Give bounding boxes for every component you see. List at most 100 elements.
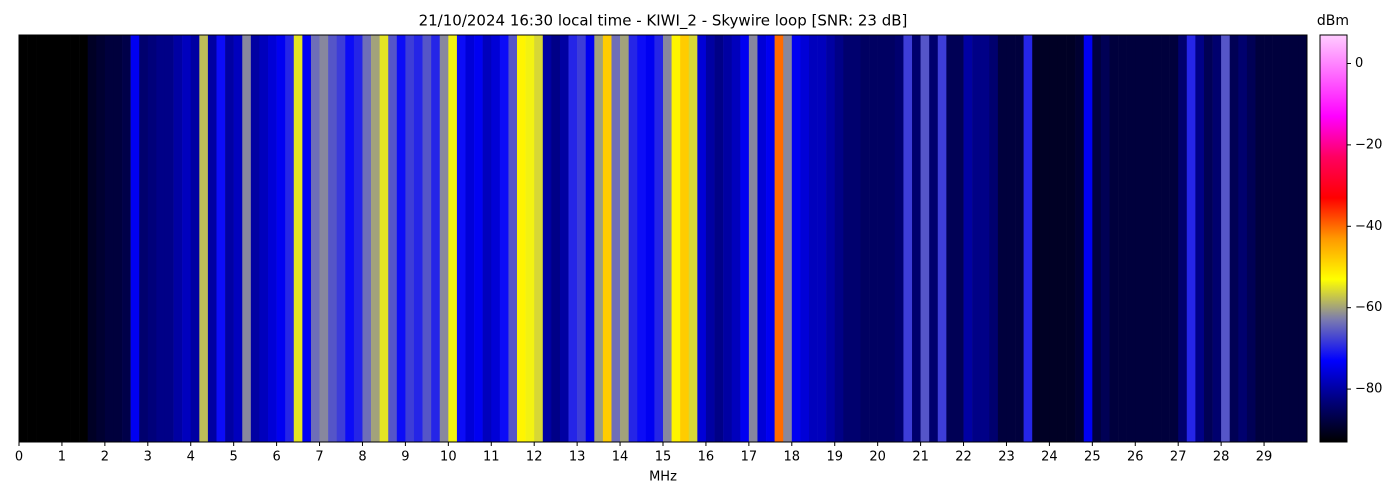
spectrum-column xyxy=(637,35,647,442)
spectrum-column xyxy=(654,35,664,442)
spectrum-column xyxy=(1221,35,1231,442)
spectrum-column xyxy=(242,35,252,442)
spectrum-column xyxy=(1161,35,1170,442)
spectrum-column xyxy=(190,35,200,442)
x-tick-label: 16 xyxy=(698,450,715,465)
spectrum-column xyxy=(1281,35,1291,442)
spectrum-column xyxy=(525,35,535,442)
spectrum-column xyxy=(800,35,810,442)
spectrum-column xyxy=(164,35,174,442)
spectrum-column xyxy=(405,35,415,442)
spectrum-column xyxy=(233,35,243,442)
spectrum-column xyxy=(929,35,939,442)
spectrum-column xyxy=(413,35,423,442)
spectrum-column xyxy=(954,35,964,442)
spectrum-column xyxy=(448,35,458,442)
spectrum-column xyxy=(1015,35,1024,442)
spectrum-column xyxy=(594,35,604,442)
spectrum-column xyxy=(748,35,758,442)
spectrum-column xyxy=(817,35,827,442)
spectrum-column xyxy=(474,35,483,442)
spectrum-column xyxy=(1152,35,1162,442)
spectrum-column xyxy=(19,35,28,442)
spectrum-column xyxy=(912,35,921,442)
spectrum-column xyxy=(44,35,54,442)
spectrum-column xyxy=(585,35,595,442)
x-tick-label: 21 xyxy=(912,450,929,465)
spectrum-column xyxy=(1143,35,1153,442)
spectrum-column xyxy=(53,35,63,442)
spectrum-column xyxy=(388,35,398,442)
spectrum-column xyxy=(130,35,140,442)
x-tick-label: 9 xyxy=(401,450,409,465)
spectrum-column xyxy=(113,35,123,442)
x-tick-label: 24 xyxy=(1041,450,1058,465)
spectrum-column xyxy=(147,35,157,442)
spectrum-column xyxy=(834,35,844,442)
spectrum-column xyxy=(894,35,904,442)
spectrum-column xyxy=(268,35,277,442)
spectrum-column xyxy=(937,35,947,442)
spectrum-column xyxy=(456,35,466,442)
x-tick-label: 2 xyxy=(101,450,109,465)
spectrum-column xyxy=(302,35,312,442)
spectrum-column xyxy=(577,35,587,442)
spectrum-column xyxy=(946,35,956,442)
spectrum-column xyxy=(396,35,406,442)
spectrum-column xyxy=(705,35,715,442)
x-tick-label: 1 xyxy=(58,450,66,465)
spectrum-column xyxy=(774,35,784,442)
spectrum-column xyxy=(345,35,355,442)
spectrum-column xyxy=(1186,35,1196,442)
spectrum-column xyxy=(1092,35,1102,442)
spectrum-column xyxy=(714,35,724,442)
spectrum-column xyxy=(79,35,88,442)
spectrum-column xyxy=(104,35,114,442)
spectrum-column xyxy=(1264,35,1273,442)
spectrum-column xyxy=(87,35,97,442)
spectrum-column xyxy=(1246,35,1256,442)
spectrum-column xyxy=(1238,35,1248,442)
spectrum-column xyxy=(173,35,183,442)
spectrum-column xyxy=(1135,35,1145,442)
spectrum-column xyxy=(285,35,295,442)
colorbar xyxy=(1319,34,1348,443)
spectrum-column xyxy=(1169,35,1179,442)
spectrum-column xyxy=(482,35,492,442)
spectrum-column xyxy=(362,35,372,442)
spectrum-column xyxy=(680,35,690,442)
spectrum-column xyxy=(826,35,836,442)
x-tick-label: 6 xyxy=(272,450,280,465)
spectrum-column xyxy=(1075,35,1085,442)
spectrum-column xyxy=(517,35,526,442)
spectrum-column xyxy=(534,35,544,442)
colorbar-tick-label: −80 xyxy=(1355,382,1382,397)
spectrum-column xyxy=(225,35,234,442)
spectrum-column xyxy=(886,35,896,442)
spectrum-column xyxy=(1289,35,1299,442)
spectrum-column xyxy=(1229,35,1239,442)
spectrum-column xyxy=(611,35,621,442)
x-tick-label: 3 xyxy=(144,450,152,465)
spectrum-column xyxy=(182,35,192,442)
spectrum-column xyxy=(972,35,982,442)
spectrum-column xyxy=(1066,35,1076,442)
spectrum-column xyxy=(740,35,750,442)
spectrum-column xyxy=(1057,35,1067,442)
spectrum-column xyxy=(431,35,441,442)
x-tick-label: 8 xyxy=(358,450,366,465)
x-tick-label: 0 xyxy=(15,450,23,465)
spectrum-column xyxy=(508,35,518,442)
spectrum-column xyxy=(379,35,389,442)
x-tick-label: 28 xyxy=(1213,450,1230,465)
spectrum-column xyxy=(860,35,870,442)
spectrum-column xyxy=(491,35,501,442)
spectrum-column xyxy=(843,35,853,442)
spectrum-column xyxy=(997,35,1007,442)
x-tick-label: 27 xyxy=(1170,450,1187,465)
spectrum-column xyxy=(70,35,80,442)
spectrum-column xyxy=(620,35,629,442)
spectrum-column xyxy=(439,35,449,442)
spectrum-column xyxy=(551,35,561,442)
